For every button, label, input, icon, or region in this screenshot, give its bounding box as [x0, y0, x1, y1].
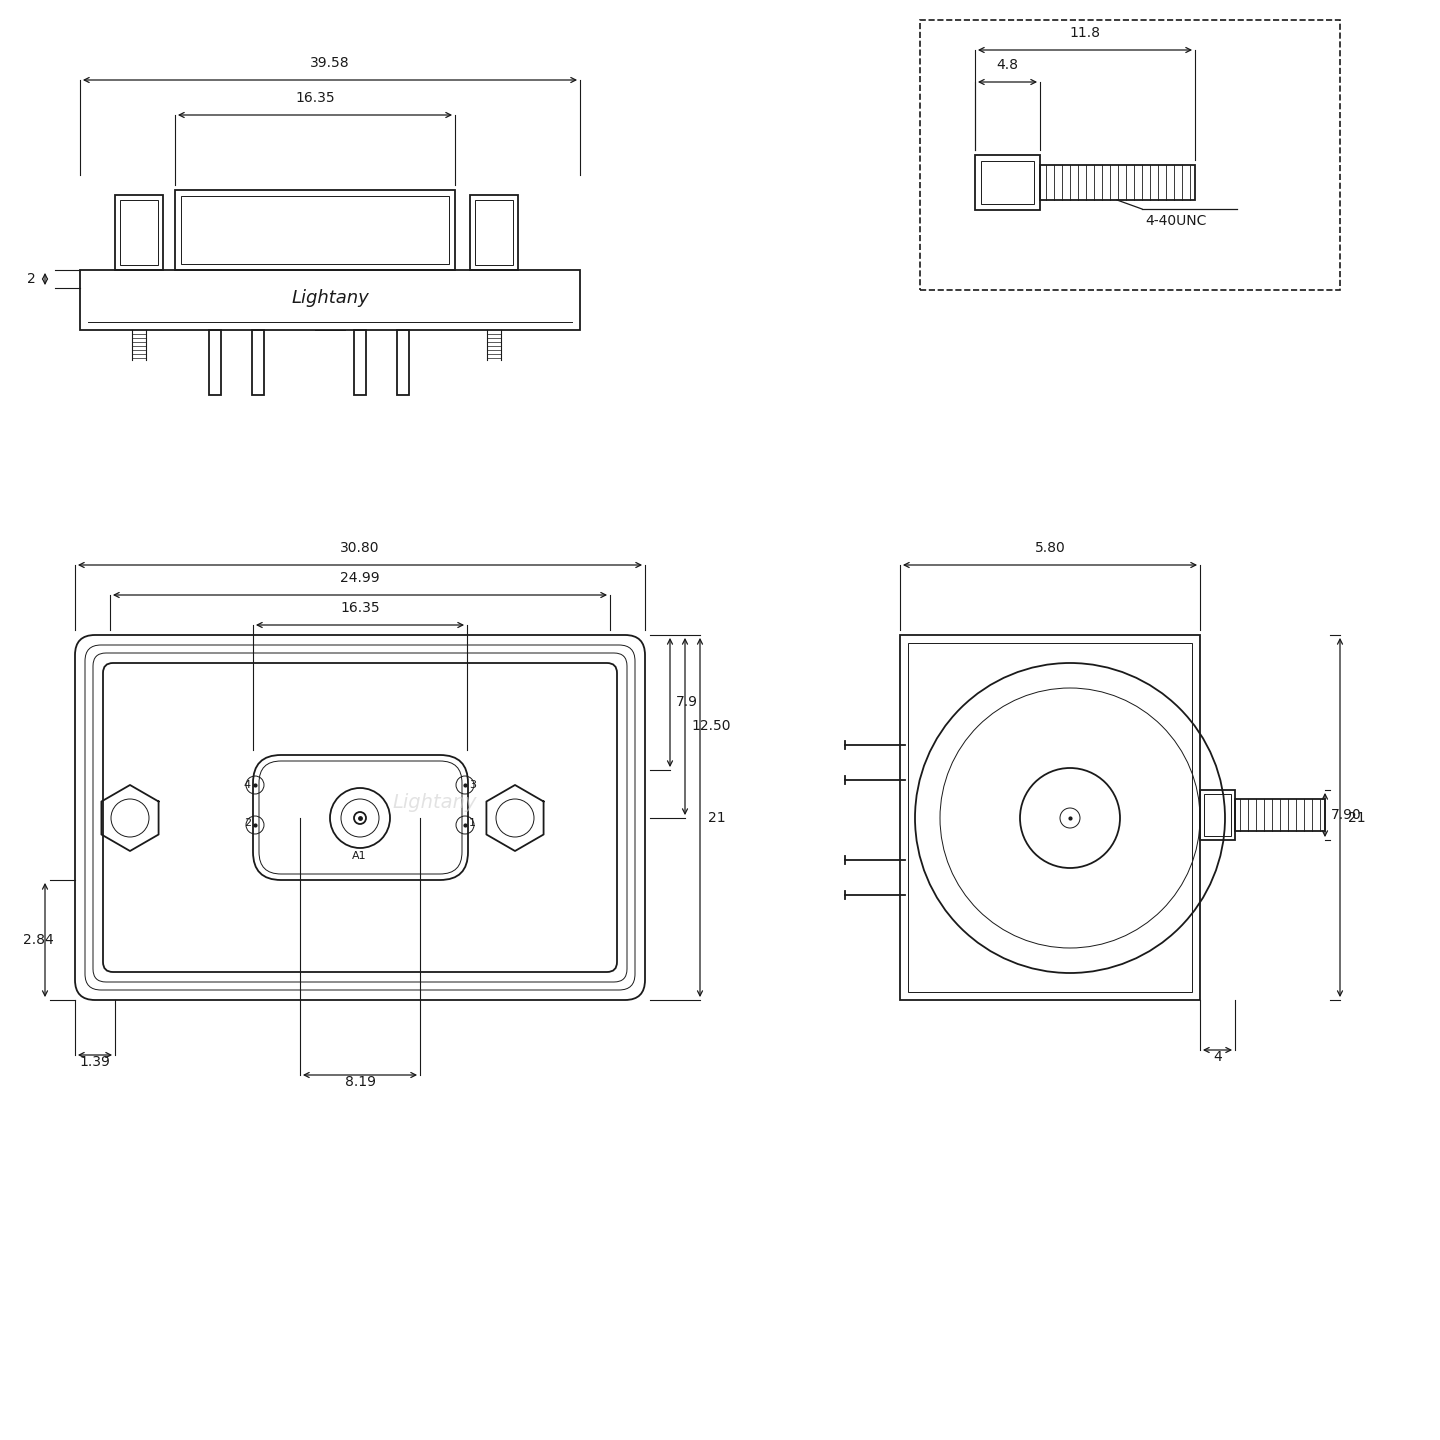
Text: A1: A1 [351, 851, 367, 861]
Text: 24.99: 24.99 [340, 572, 380, 585]
Bar [181, 196, 449, 264]
Text: 1.39: 1.39 [79, 1056, 111, 1068]
Text: 2: 2 [27, 272, 36, 287]
Text: 3: 3 [469, 780, 477, 791]
Bar [176, 190, 455, 271]
Bar [920, 20, 1341, 289]
Text: 4-40UNC: 4-40UNC [1145, 215, 1207, 228]
Text: 16.35: 16.35 [295, 91, 336, 105]
Text: 21: 21 [1348, 811, 1365, 825]
Text: 7.90: 7.90 [1331, 808, 1362, 822]
Bar [120, 200, 158, 265]
Text: 30.80: 30.80 [340, 541, 380, 554]
Text: 4.8: 4.8 [996, 58, 1018, 72]
Text: 21: 21 [708, 811, 726, 825]
Bar [1236, 799, 1325, 831]
Text: 2.84: 2.84 [23, 933, 53, 948]
Text: 16.35: 16.35 [340, 600, 380, 615]
Text: 4: 4 [1212, 1050, 1223, 1064]
Bar [909, 644, 1192, 992]
Bar [469, 194, 518, 271]
Bar [1040, 166, 1195, 200]
Bar [975, 156, 1040, 210]
Bar [81, 271, 580, 330]
Bar [900, 635, 1200, 999]
Bar [252, 330, 264, 395]
Bar [115, 194, 163, 271]
Text: 5.80: 5.80 [1034, 541, 1066, 554]
Text: 12.50: 12.50 [691, 720, 730, 733]
Text: 8.19: 8.19 [344, 1076, 376, 1089]
Text: 4: 4 [243, 780, 251, 791]
Bar [209, 330, 220, 395]
Bar [475, 200, 513, 265]
Bar [981, 161, 1034, 204]
Text: Lightany: Lightany [393, 793, 477, 812]
Text: 1: 1 [469, 818, 477, 828]
Bar [397, 330, 409, 395]
Text: 11.8: 11.8 [1070, 26, 1100, 40]
Text: 7.9: 7.9 [675, 696, 698, 710]
Text: Lightany: Lightany [291, 289, 369, 307]
Text: 39.58: 39.58 [310, 56, 350, 71]
Bar [1204, 793, 1231, 837]
Bar [354, 330, 366, 395]
Text: 2: 2 [243, 818, 251, 828]
Bar [1200, 791, 1236, 840]
